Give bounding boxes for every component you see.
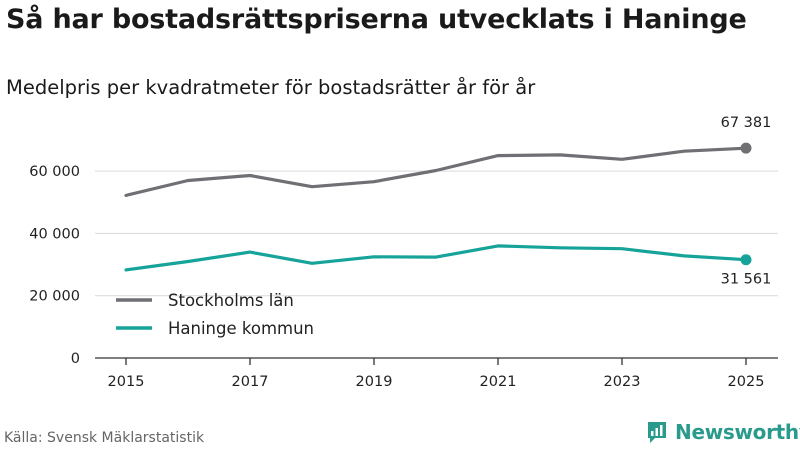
- series: [124, 142, 752, 272]
- legend-label-haninge: Haninge kommun: [168, 319, 314, 338]
- x-tick-label: 2021: [480, 374, 517, 390]
- x-tick-label: 2015: [108, 374, 145, 390]
- end-point-haninge: [740, 254, 752, 266]
- brand-name: Newsworthy: [675, 420, 800, 444]
- end-point-stockholm: [740, 142, 752, 154]
- legend-label-stockholm: Stockholms län: [168, 291, 294, 310]
- x-tick-label: 2025: [728, 374, 765, 390]
- source-note: Källa: Svensk Mäklarstatistik: [4, 430, 205, 446]
- y-tick-label: 20 000: [29, 289, 80, 305]
- brand-logo: Newsworthy: [646, 420, 800, 444]
- y-tick-label: 60 000: [29, 164, 80, 180]
- series-line-stockholm: [124, 146, 748, 197]
- newsworthy-logo-icon: [648, 422, 666, 443]
- y-tick-label: 0: [71, 351, 80, 367]
- y-tick-label: 40 000: [29, 226, 80, 242]
- gridlines: [95, 170, 778, 297]
- x-tick-label: 2017: [232, 374, 269, 390]
- x-tick-label: 2023: [604, 374, 641, 390]
- x-tick-label: 2019: [356, 374, 393, 390]
- axes: 0 20 000 40 000 60 000 2015 2017 2019 2021 2023 2…: [29, 164, 778, 390]
- end-label-stockholm: 67 381: [721, 115, 772, 131]
- chart-subtitle: Medelpris per kvadratmeter för bostadsrä…: [6, 76, 536, 99]
- chart-title: Så har bostadsrättspriserna utvecklats i…: [6, 4, 747, 35]
- data-labels: 67 381 31 561: [721, 115, 772, 288]
- series-line-haninge: [124, 244, 748, 272]
- end-label-haninge: 31 561: [721, 272, 772, 288]
- legend: Stockholms län Haninge kommun: [116, 291, 314, 338]
